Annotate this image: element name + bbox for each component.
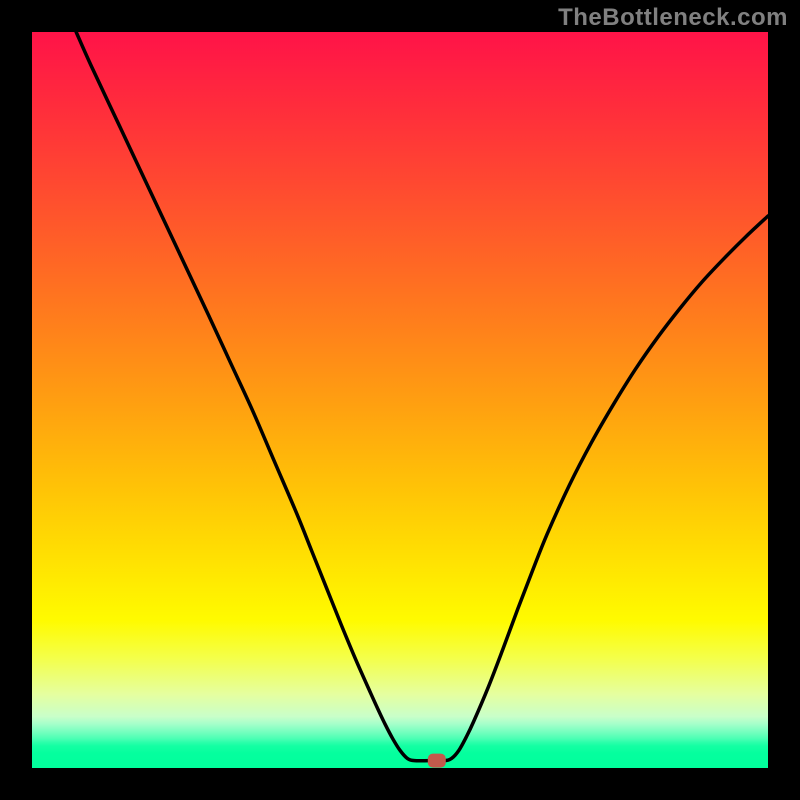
watermark-text: TheBottleneck.com bbox=[558, 4, 788, 32]
chart-container: TheBottleneck.com bbox=[0, 0, 800, 800]
chart-plot-area bbox=[32, 32, 768, 768]
bottleneck-chart bbox=[0, 0, 800, 800]
target-marker bbox=[428, 754, 446, 768]
